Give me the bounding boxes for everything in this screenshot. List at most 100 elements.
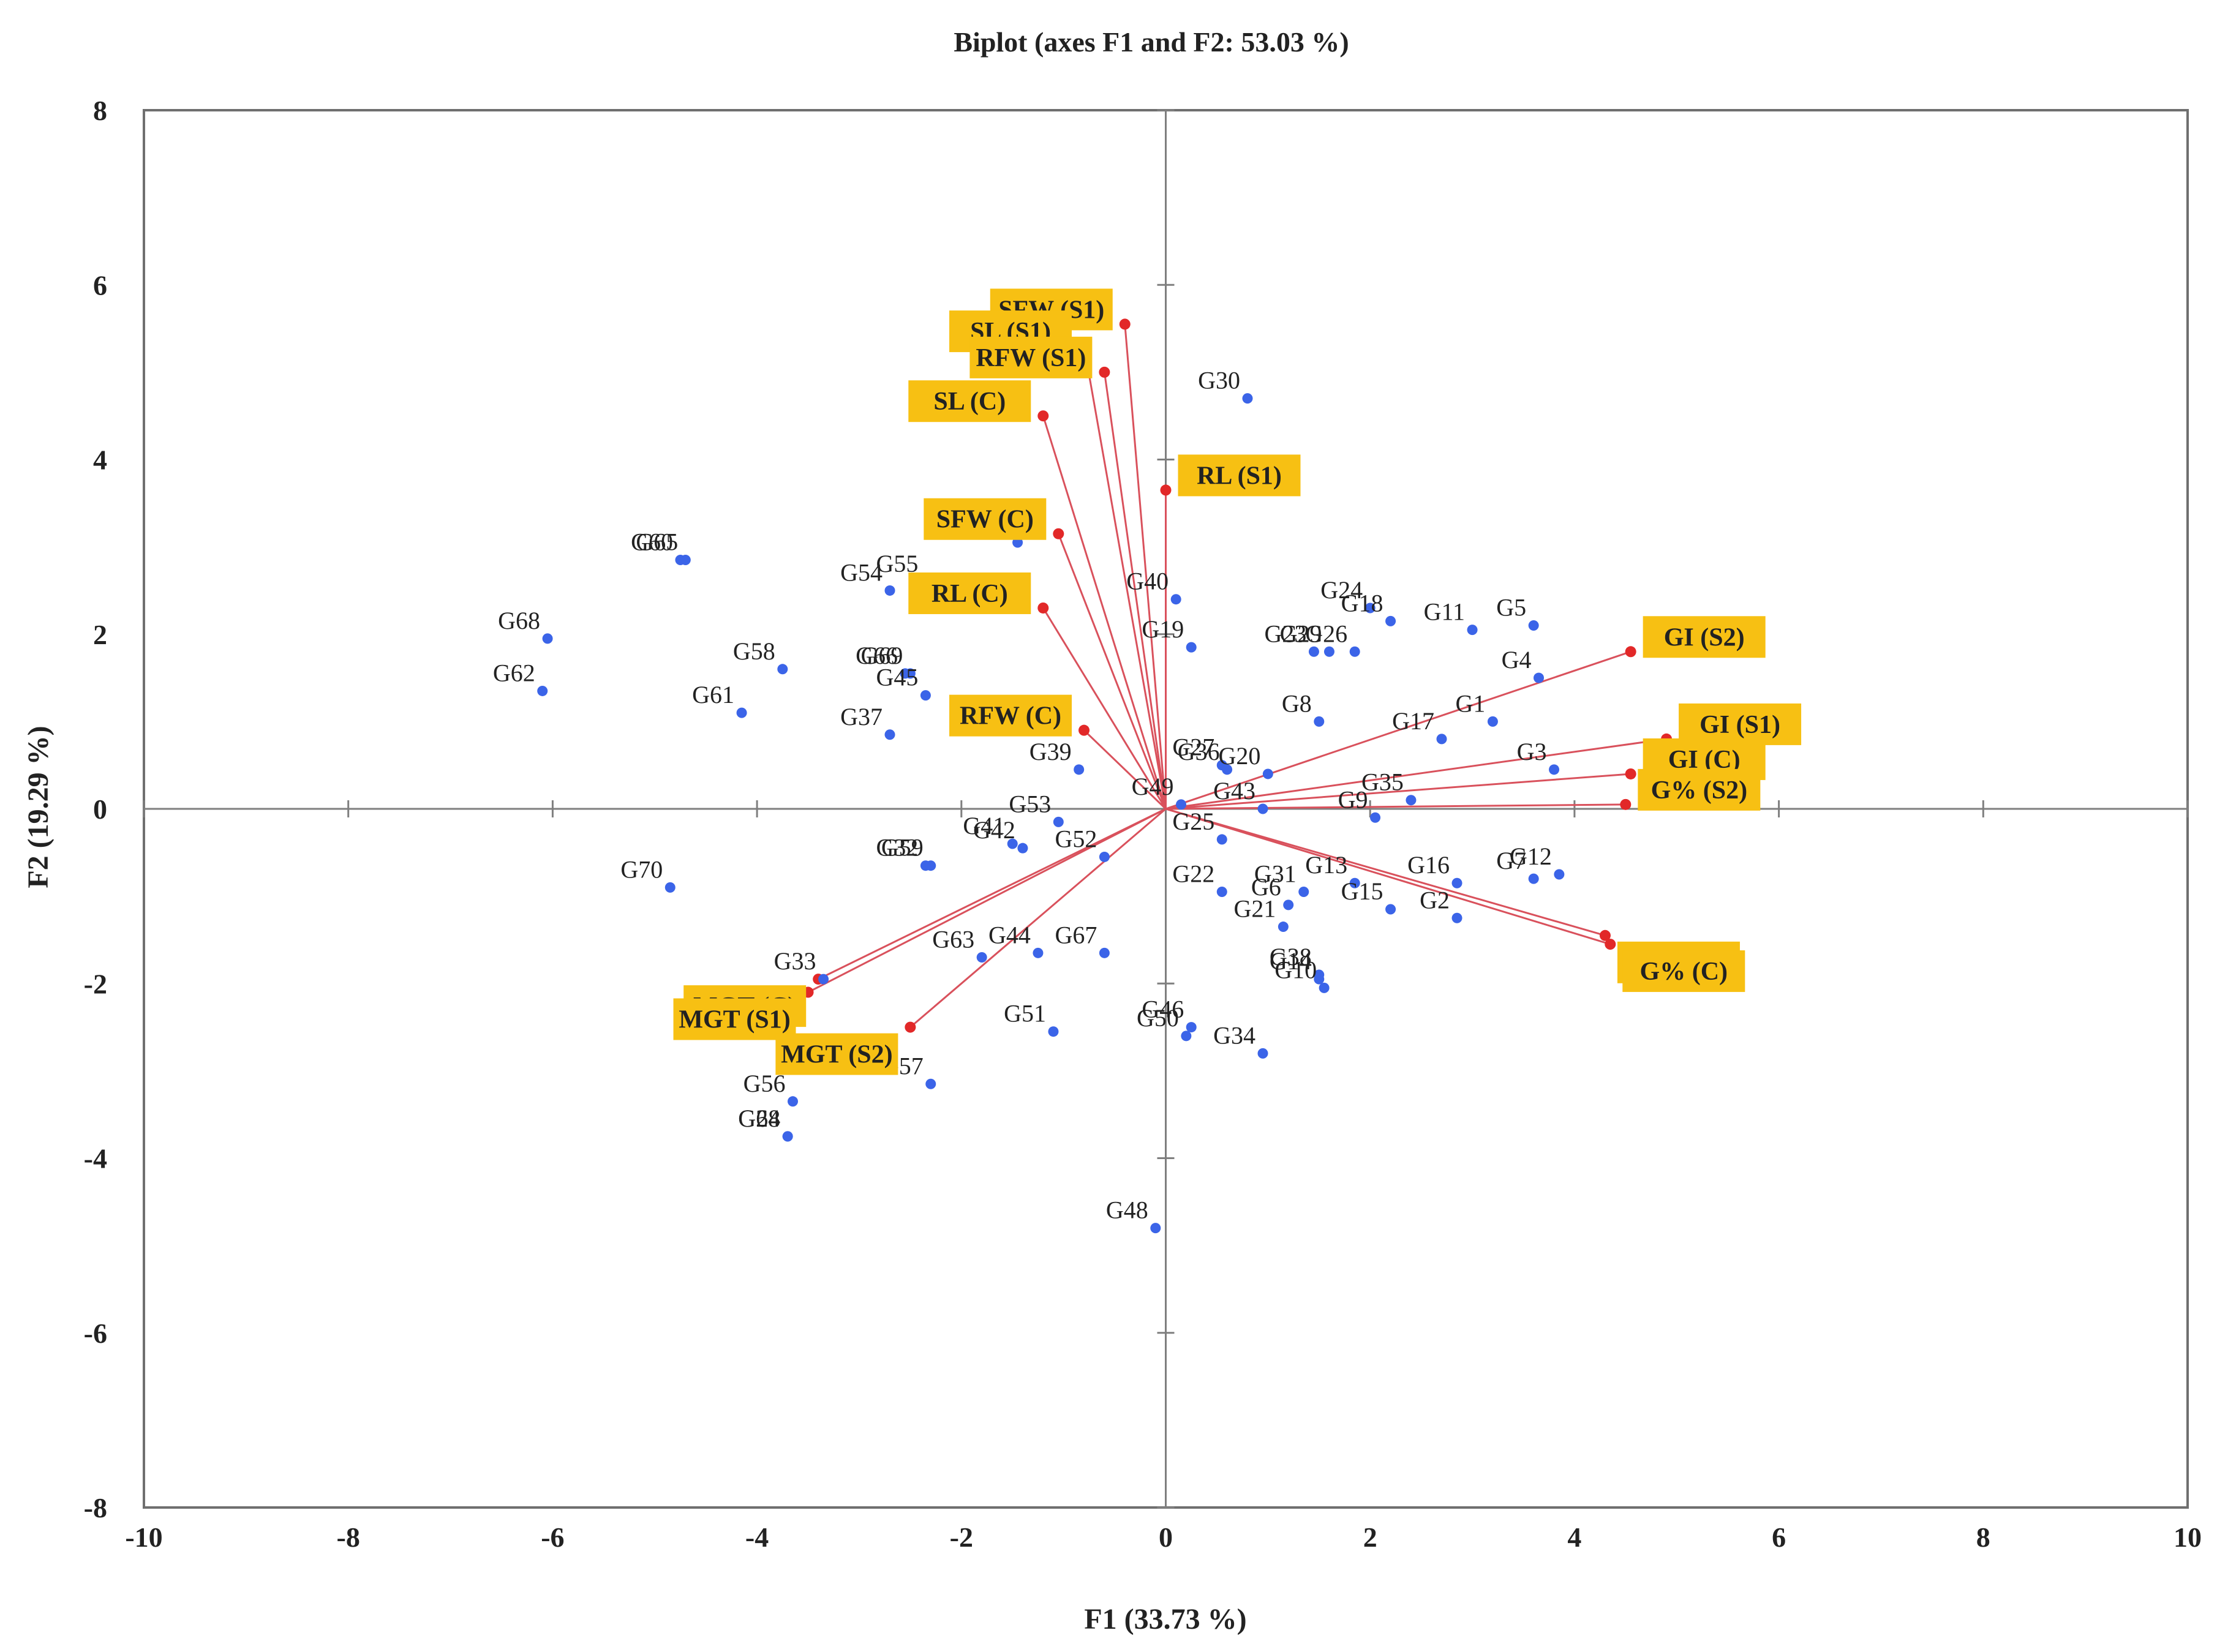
observation-point bbox=[1186, 1022, 1197, 1033]
observation-point bbox=[925, 1078, 936, 1089]
observation-point bbox=[1451, 877, 1462, 888]
observation-point bbox=[1314, 969, 1325, 980]
variable-vector bbox=[1165, 738, 1667, 810]
observation-point bbox=[818, 974, 829, 985]
y-tick-label: 8 bbox=[93, 95, 107, 126]
observation-label: G62 bbox=[493, 659, 535, 686]
variable-vector bbox=[1165, 808, 1611, 945]
observation-label: G16 bbox=[1407, 851, 1450, 879]
variable-label: SFW (C) bbox=[936, 506, 1034, 534]
observation-label: G20 bbox=[1218, 742, 1260, 770]
variable-label: GI (S2) bbox=[1664, 623, 1745, 651]
x-tick-label: -10 bbox=[125, 1522, 162, 1553]
x-tick-label: -2 bbox=[950, 1522, 973, 1553]
observation-label: G53 bbox=[1009, 790, 1051, 817]
observation-point bbox=[537, 685, 548, 696]
y-tick-label: 0 bbox=[93, 794, 107, 825]
observation-point bbox=[1549, 764, 1560, 775]
observation-point bbox=[884, 729, 895, 740]
observation-label: G65 bbox=[636, 528, 678, 556]
observation-point bbox=[542, 633, 553, 644]
x-axis-title: F1 (33.73 %) bbox=[1084, 1603, 1246, 1635]
observation-label: G9 bbox=[1338, 786, 1368, 813]
observation-point bbox=[1257, 1048, 1268, 1059]
observation-point bbox=[1436, 734, 1447, 745]
variable-point bbox=[1053, 528, 1064, 539]
observation-point bbox=[925, 860, 936, 871]
observation-point bbox=[1053, 816, 1064, 827]
observation-point bbox=[1370, 812, 1381, 823]
observation-label: G39 bbox=[1029, 738, 1072, 765]
variable-label-box bbox=[1638, 768, 1761, 811]
variable-vectors bbox=[802, 318, 1673, 1033]
observation-label: G13 bbox=[1305, 851, 1347, 879]
observation-label: G70 bbox=[620, 855, 663, 883]
variable-label-box bbox=[1178, 454, 1301, 497]
variable-vector bbox=[1103, 372, 1167, 809]
observation-label: G7 bbox=[1496, 847, 1526, 874]
observation-label: G64 bbox=[738, 1105, 780, 1132]
observation-point bbox=[680, 555, 691, 566]
observation-label: G51 bbox=[1004, 1000, 1046, 1027]
observation-label: G36 bbox=[1178, 738, 1220, 765]
x-tick-label: 4 bbox=[1567, 1522, 1581, 1553]
observation-point bbox=[1186, 642, 1197, 653]
observation-label: G44 bbox=[988, 921, 1031, 948]
y-tick-label: -4 bbox=[84, 1143, 107, 1174]
variable-point bbox=[1099, 366, 1110, 378]
observation-label: G1 bbox=[1456, 689, 1486, 717]
y-axis-title: F2 (19.29 %) bbox=[22, 726, 55, 888]
x-tick-label: -4 bbox=[745, 1522, 769, 1553]
variable-label: MGT (S2) bbox=[781, 1041, 892, 1069]
variable-label-box bbox=[908, 380, 1031, 422]
variable-vector bbox=[1083, 729, 1167, 810]
observation-point bbox=[1467, 625, 1478, 636]
variable-label: G% (S2) bbox=[1651, 776, 1748, 805]
variable-vector bbox=[1165, 650, 1632, 810]
variable-point bbox=[1037, 602, 1049, 614]
variable-point bbox=[1078, 724, 1090, 736]
observation-label: G40 bbox=[1126, 568, 1169, 595]
observation-point bbox=[1487, 716, 1498, 727]
variable-vector bbox=[1057, 533, 1167, 809]
observation-point bbox=[1534, 672, 1545, 683]
observation-label: G46 bbox=[1142, 996, 1184, 1023]
observation-point bbox=[1257, 803, 1268, 814]
observation-label: G30 bbox=[1198, 367, 1240, 394]
variable-point bbox=[1037, 410, 1049, 422]
observation-point bbox=[1319, 982, 1330, 993]
observation-point bbox=[1007, 838, 1018, 849]
observation-label: G26 bbox=[1305, 620, 1347, 647]
plot-area: -10 -8 -6 -4 -2 0 2 4 6 8 10-8-6-4-202468G1G2G3G4G… bbox=[84, 95, 2202, 1553]
observation-label: G27 bbox=[1172, 734, 1214, 761]
observation-point bbox=[1385, 904, 1396, 915]
observations bbox=[537, 393, 1565, 1234]
observation-label: G52 bbox=[1055, 825, 1097, 852]
observation-point bbox=[1349, 646, 1360, 657]
variable-vector bbox=[1042, 415, 1167, 809]
variable-labels: SFW (S1)SL (S1)RFW (S1)SL (C)RL (S1)SFW … bbox=[673, 288, 1802, 1075]
y-tick-label: 6 bbox=[93, 269, 107, 301]
variable-label-box bbox=[1622, 950, 1745, 993]
observation-point bbox=[1150, 1223, 1161, 1234]
observation-point bbox=[736, 707, 747, 718]
observation-label: G23 bbox=[1265, 620, 1307, 647]
x-tick-label: 0 bbox=[1159, 1522, 1173, 1553]
variable-point bbox=[1625, 646, 1636, 658]
variable-label: MGT (S1) bbox=[679, 1006, 790, 1034]
variable-point bbox=[1605, 939, 1616, 950]
observation-label: G54 bbox=[840, 558, 883, 586]
variable-point bbox=[1160, 484, 1172, 496]
variable-label-box bbox=[1679, 703, 1802, 745]
observation-label: G11 bbox=[1424, 598, 1465, 626]
observation-point bbox=[1074, 764, 1085, 775]
observation-point bbox=[1278, 922, 1289, 933]
observation-label: G48 bbox=[1106, 1196, 1148, 1224]
observation-label: G43 bbox=[1213, 777, 1255, 805]
observation-point bbox=[1099, 947, 1110, 958]
y-tick-label: 2 bbox=[93, 619, 107, 650]
variable-label-box bbox=[949, 694, 1072, 737]
observation-label: G15 bbox=[1341, 877, 1383, 905]
observation-point bbox=[1528, 873, 1539, 884]
observation-label: G3 bbox=[1517, 738, 1547, 765]
